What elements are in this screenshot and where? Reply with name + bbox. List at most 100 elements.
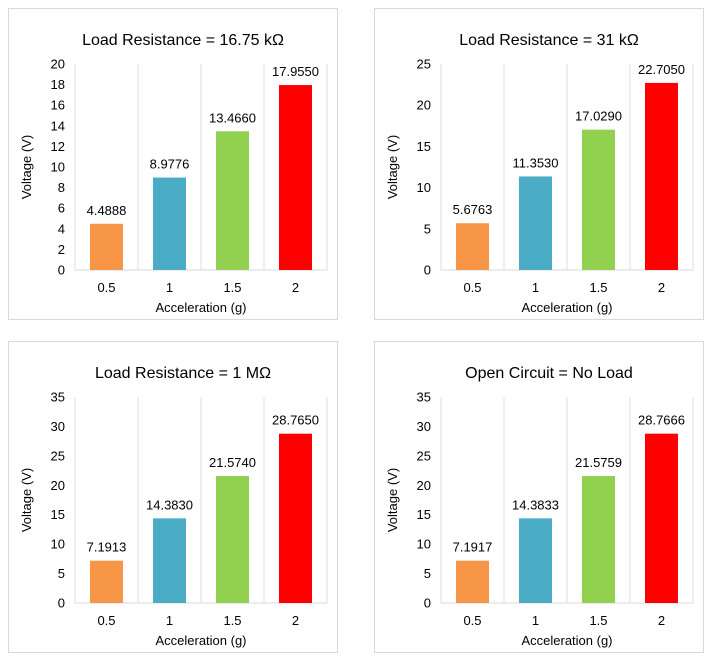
bar [153,177,186,270]
x-tick-label: 1.5 [589,613,607,628]
y-tick-label: 5 [58,566,65,581]
y-tick-label: 0 [58,596,65,611]
bar [519,518,552,603]
x-axis-label: Acceleration (g) [155,633,246,648]
y-tick-label: 15 [417,507,431,522]
y-tick-label: 5 [424,566,431,581]
y-tick-label: 4 [58,221,65,236]
x-tick-label: 1 [166,280,173,295]
bar [279,85,312,270]
bar [456,223,489,270]
data-label: 17.9550 [272,64,319,79]
y-tick-label: 20 [51,478,65,493]
data-label: 22.7050 [638,62,685,77]
chart-open-circuit: Open Circuit = No Load 0 5 10 15 20 25 30 35 7.19… [385,365,694,648]
chart-load-1m: Load Resistance = 1 MΩ 0 5 10 15 20 25 30 35 7.19… [19,365,328,648]
y-tick-label: 35 [417,390,431,405]
x-tick-label: 0.5 [97,280,115,295]
chart-title: Load Resistance = 1 MΩ [95,365,271,382]
y-tick-label: 10 [417,180,431,195]
y-tick-label: 15 [51,507,65,522]
y-tick-label: 35 [51,390,65,405]
bar [279,433,312,603]
chart-load-31k: Load Resistance = 31 kΩ 0 5 10 15 20 25 5.6763 0… [385,32,694,315]
y-axis-label: Voltage (V) [385,135,400,199]
y-tick-label: 0 [424,596,431,611]
bar [90,223,123,270]
y-tick-label: 20 [51,57,65,72]
y-tick-label: 14 [51,118,65,133]
y-tick-label: 10 [51,160,65,175]
y-tick-label: 12 [51,139,65,154]
data-label: 17.0290 [575,109,622,124]
bar [582,476,615,603]
x-tick-label: 1 [166,613,173,628]
y-tick-label: 0 [424,263,431,278]
bar [456,560,489,603]
y-axis-label: Voltage (V) [19,135,34,199]
chart-load-16-75k: Load Resistance = 16.75 kΩ02468101214161… [19,32,328,315]
chart-panel-open-circuit: Open Circuit = No Load 0 5 10 15 20 25 30 35 7.19… [374,341,704,653]
bar [582,129,615,270]
x-axis-label: Acceleration (g) [521,633,612,648]
x-tick-label: 1.5 [223,613,241,628]
data-label: 28.7650 [272,413,319,428]
y-tick-label: 30 [51,419,65,434]
data-label: 7.1913 [87,540,127,555]
x-tick-label: 0.5 [463,280,481,295]
y-tick-label: 16 [51,98,65,113]
x-tick-label: 1 [532,280,539,295]
data-label: 11.3530 [512,155,558,170]
y-axis-label: Voltage (V) [385,468,400,532]
y-tick-label: 8 [58,180,65,195]
x-tick-label: 2 [292,613,299,628]
bar [153,518,186,603]
data-label: 21.5740 [209,455,256,470]
x-tick-label: 0.5 [463,613,481,628]
y-tick-label: 0 [58,263,65,278]
y-tick-label: 25 [51,448,65,463]
x-tick-label: 2 [658,280,665,295]
x-tick-label: 1.5 [589,280,607,295]
x-tick-label: 2 [292,280,299,295]
x-tick-label: 2 [658,613,665,628]
x-tick-label: 1.5 [223,280,241,295]
bar [519,176,552,270]
data-label: 14.3830 [146,497,193,512]
data-label: 8.9776 [150,157,190,172]
bar [645,433,678,603]
data-label: 5.6763 [453,202,493,217]
chart-title: Open Circuit = No Load [465,365,633,382]
chart-title: Load Resistance = 16.75 kΩ [82,32,284,49]
data-label: 7.1917 [453,540,493,555]
data-label: 28.7666 [638,413,685,428]
y-tick-label: 10 [417,537,431,552]
bar [216,476,249,603]
chart-panel-31k: Load Resistance = 31 kΩ 0 5 10 15 20 25 5.6763 0… [374,8,704,320]
x-axis-label: Acceleration (g) [155,300,246,315]
data-label: 4.4888 [87,203,127,218]
y-tick-label: 25 [417,57,431,72]
x-tick-label: 1 [532,613,539,628]
y-tick-label: 20 [417,98,431,113]
bar [90,560,123,603]
y-tick-label: 10 [51,537,65,552]
chart-panel-1m: Load Resistance = 1 MΩ 0 5 10 15 20 25 30 35 7.19… [8,341,338,653]
y-tick-label: 5 [424,221,431,236]
y-tick-label: 6 [58,201,65,216]
y-tick-label: 2 [58,242,65,257]
y-tick-label: 25 [417,448,431,463]
data-label: 21.5759 [575,455,622,470]
data-label: 14.3833 [512,497,559,512]
y-axis-label: Voltage (V) [19,468,34,532]
chart-title: Load Resistance = 31 kΩ [459,32,639,49]
bar [216,131,249,270]
chart-panel-16-75k: Load Resistance = 16.75 kΩ 0 2 4 6 8 10 12 14 16 1… [8,8,338,320]
data-label: 13.4660 [209,110,256,125]
y-tick-label: 18 [51,77,65,92]
y-tick-label: 30 [417,419,431,434]
y-tick-label: 20 [417,478,431,493]
x-tick-label: 0.5 [97,613,115,628]
y-tick-label: 15 [417,139,431,154]
x-axis-label: Acceleration (g) [521,300,612,315]
